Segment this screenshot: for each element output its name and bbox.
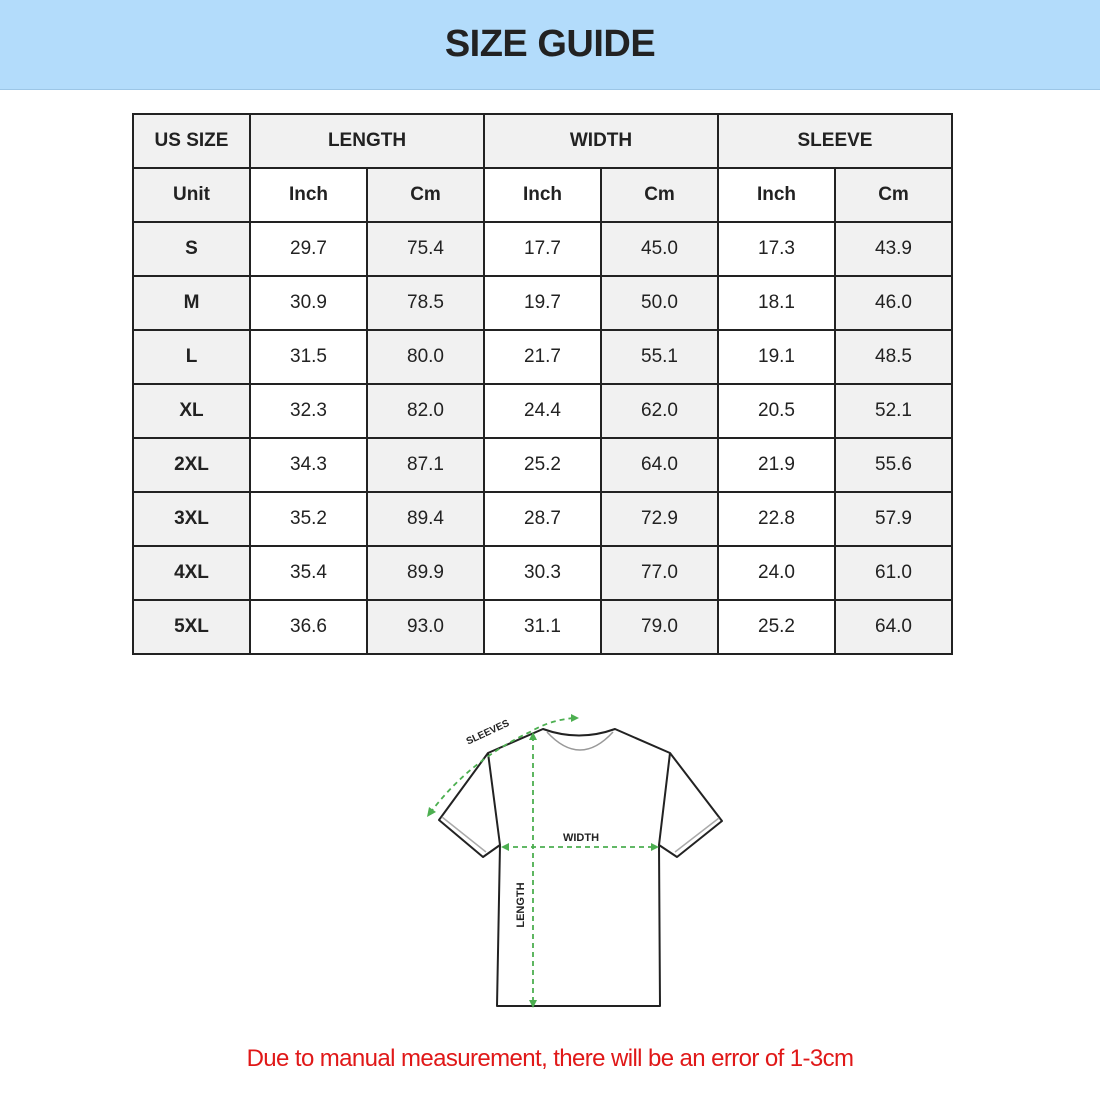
tshirt-outline: [438, 728, 723, 1007]
measurement-cell: 80.0: [366, 329, 485, 385]
measurement-cell: 25.2: [717, 599, 836, 655]
measurement-cell: 17.3: [717, 221, 836, 277]
measurement-cell: 57.9: [834, 491, 953, 547]
measurement-cell: 62.0: [600, 383, 719, 439]
size-row: 3XL 35.2 89.4 28.7 72.9 22.8 57.9: [132, 491, 953, 547]
header-length: LENGTH: [249, 113, 485, 169]
measurement-cell: 89.4: [366, 491, 485, 547]
title-banner: SIZE GUIDE: [0, 0, 1100, 90]
unit-inch: Inch: [249, 167, 368, 223]
measurement-cell: 34.3: [249, 437, 368, 493]
measurement-cell: 35.2: [249, 491, 368, 547]
measurement-cell: 30.9: [249, 275, 368, 331]
size-label: 3XL: [132, 491, 251, 547]
measurement-cell: 22.8: [717, 491, 836, 547]
measurement-cell: 89.9: [366, 545, 485, 601]
unit-cm: Cm: [600, 167, 719, 223]
unit-cm: Cm: [366, 167, 485, 223]
measurement-cell: 25.2: [483, 437, 602, 493]
measurement-cell: 24.0: [717, 545, 836, 601]
measurement-cell: 30.3: [483, 545, 602, 601]
width-label: WIDTH: [563, 832, 599, 844]
measurement-cell: 87.1: [366, 437, 485, 493]
measurement-cell: 46.0: [834, 275, 953, 331]
header-us-size: US SIZE: [132, 113, 251, 169]
measurement-cell: 48.5: [834, 329, 953, 385]
unit-inch: Inch: [717, 167, 836, 223]
measurement-cell: 64.0: [834, 599, 953, 655]
size-table: US SIZE LENGTH WIDTH SLEEVE Unit Inch Cm…: [132, 113, 953, 655]
sleeve-line: [429, 717, 575, 814]
measurement-cell: 79.0: [600, 599, 719, 655]
measurement-cell: 55.1: [600, 329, 719, 385]
measurement-cell: 72.9: [600, 491, 719, 547]
measurement-cell: 21.7: [483, 329, 602, 385]
size-label: XL: [132, 383, 251, 439]
size-label: 2XL: [132, 437, 251, 493]
measurement-cell: 35.4: [249, 545, 368, 601]
measurement-cell: 31.5: [249, 329, 368, 385]
length-label: LENGTH: [515, 882, 527, 927]
measurement-note: Due to manual measurement, there will be…: [246, 1045, 854, 1072]
size-label: M: [132, 275, 251, 331]
measurement-cell: 21.9: [717, 437, 836, 493]
measurement-cell: 28.7: [483, 491, 602, 547]
measurement-cell: 45.0: [600, 221, 719, 277]
unit-row: Unit Inch Cm Inch Cm Inch Cm: [132, 167, 953, 223]
measurement-cell: 75.4: [366, 221, 485, 277]
size-label: L: [132, 329, 251, 385]
size-row: 4XL 35.4 89.9 30.3 77.0 24.0 61.0: [132, 545, 953, 601]
measurement-cell: 61.0: [834, 545, 953, 601]
measurement-cell: 20.5: [717, 383, 836, 439]
unit-label: Unit: [132, 167, 251, 223]
size-label: 5XL: [132, 599, 251, 655]
page-title: SIZE GUIDE: [444, 23, 656, 65]
measurement-cell: 43.9: [834, 221, 953, 277]
size-row: XL 32.3 82.0 24.4 62.0 20.5 52.1: [132, 383, 953, 439]
size-row: L 31.5 80.0 21.7 55.1 19.1 48.5: [132, 329, 953, 385]
measurement-cell: 77.0: [600, 545, 719, 601]
measurement-cell: 19.1: [717, 329, 836, 385]
sleeves-label: SLEEVES: [465, 718, 512, 748]
measurement-cell: 78.5: [366, 275, 485, 331]
measurement-cell: 19.7: [483, 275, 602, 331]
header-width: WIDTH: [483, 113, 719, 169]
measure-lines: [429, 717, 656, 1004]
measurement-cell: 24.4: [483, 383, 602, 439]
measurement-cell: 36.6: [249, 599, 368, 655]
measurement-cell: 18.1: [717, 275, 836, 331]
group-header-row: US SIZE LENGTH WIDTH SLEEVE: [132, 113, 953, 169]
unit-cm: Cm: [834, 167, 953, 223]
size-row: M 30.9 78.5 19.7 50.0 18.1 46.0: [132, 275, 953, 331]
header-sleeve: SLEEVE: [717, 113, 953, 169]
measurement-cell: 50.0: [600, 275, 719, 331]
measurement-cell: 29.7: [249, 221, 368, 277]
measurement-cell: 32.3: [249, 383, 368, 439]
measurement-cell: 55.6: [834, 437, 953, 493]
measurement-cell: 31.1: [483, 599, 602, 655]
size-row: 5XL 36.6 93.0 31.1 79.0 25.2 64.0: [132, 599, 953, 655]
unit-inch: Inch: [483, 167, 602, 223]
measurement-cell: 17.7: [483, 221, 602, 277]
measurement-cell: 64.0: [600, 437, 719, 493]
size-label: 4XL: [132, 545, 251, 601]
measurement-cell: 93.0: [366, 599, 485, 655]
measurement-cell: 82.0: [366, 383, 485, 439]
measurement-cell: 52.1: [834, 383, 953, 439]
size-row: S 29.7 75.4 17.7 45.0 17.3 43.9: [132, 221, 953, 277]
arrowheads: [427, 714, 659, 1008]
size-label: S: [132, 221, 251, 277]
size-row: 2XL 34.3 87.1 25.2 64.0 21.9 55.6: [132, 437, 953, 493]
